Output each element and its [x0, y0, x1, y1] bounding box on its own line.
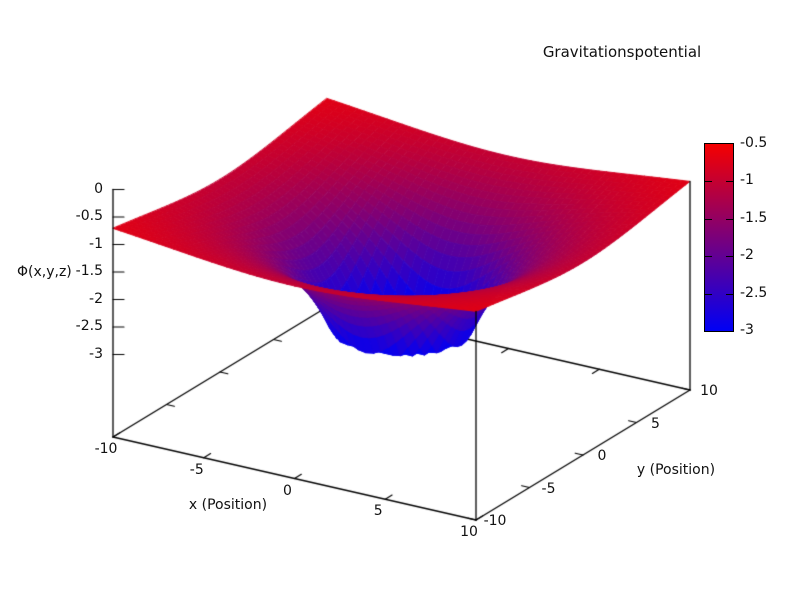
y-tick-label: 0	[597, 448, 607, 464]
y-axis-label: y (Position)	[636, 462, 716, 478]
colorbar-tick-label: -0.5	[740, 135, 768, 151]
z-axis-label: Φ(x,y,z)	[17, 264, 72, 280]
colorbar-tick-mark	[726, 181, 733, 182]
x-tick-label: -5	[189, 461, 204, 478]
y-tick-label: -10	[483, 513, 507, 529]
colorbar-tick-mark	[726, 294, 733, 295]
colorbar-tick-mark	[726, 219, 733, 220]
colorbar-tick-mark	[705, 256, 712, 257]
y-tick-label: 5	[651, 415, 660, 432]
z-tick-label: 0	[94, 180, 103, 197]
y-tick-label: -5	[541, 480, 556, 497]
colorbar-tick-label: -2	[740, 247, 754, 264]
z-tick-label: -1.5	[75, 263, 103, 279]
z-tick-label: -1	[89, 235, 103, 252]
chart-title: Gravitationspotential	[542, 43, 702, 61]
colorbar-tick-mark	[705, 294, 712, 295]
colorbar-tick-label: -1.5	[740, 209, 768, 226]
colorbar	[704, 143, 734, 332]
z-tick-label: -3	[89, 345, 103, 362]
colorbar-tick-label: -1	[740, 172, 754, 189]
z-tick-label: -0.5	[75, 208, 103, 224]
x-tick-label: 5	[373, 503, 383, 520]
colorbar-tick-mark	[705, 219, 712, 220]
colorbar-tick-label: -3	[740, 322, 754, 338]
z-tick-label: -2.5	[75, 318, 103, 334]
colorbar-tick-mark	[705, 181, 712, 182]
x-tick-label: -10	[94, 441, 118, 457]
colorbar-tick-label: -2.5	[740, 284, 768, 301]
x-tick-label: 10	[460, 524, 478, 540]
colorbar-tick-mark	[726, 256, 733, 257]
x-tick-label: 0	[283, 482, 292, 499]
x-axis-label: x (Position)	[188, 497, 268, 513]
y-tick-label: 10	[700, 383, 718, 399]
z-tick-label: -2	[89, 290, 103, 307]
